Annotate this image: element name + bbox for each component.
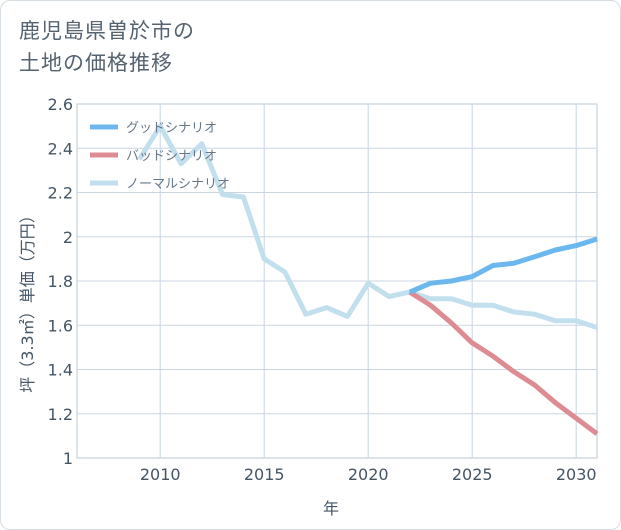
series-line bbox=[137, 123, 598, 330]
y-tick-label: 2.6 bbox=[48, 95, 73, 114]
y-tick-label: 2.4 bbox=[48, 139, 73, 158]
title-line-1: 鹿児島県曽於市の bbox=[19, 19, 195, 43]
y-tick-label: 1.8 bbox=[48, 272, 73, 291]
series-line bbox=[408, 289, 599, 436]
y-tick-label: 1 bbox=[63, 449, 73, 468]
y-tick-label: 1.2 bbox=[48, 405, 73, 424]
x-tick-label: 2020 bbox=[348, 465, 389, 484]
x-tick-label: 2010 bbox=[140, 465, 181, 484]
legend-label: グッドシナリオ bbox=[126, 121, 217, 136]
y-axis-label: 坪（3.3㎡）単価（万円） bbox=[18, 207, 37, 392]
legend-label: ノーマルシナリオ bbox=[126, 177, 230, 192]
x-axis-label: 年 bbox=[323, 499, 339, 518]
y-tick-label: 1.6 bbox=[48, 316, 73, 335]
title-line-2: 土地の価格推移 bbox=[19, 51, 173, 75]
x-tick-label: 2015 bbox=[244, 465, 285, 484]
series-line bbox=[408, 236, 598, 295]
y-tick-label: 2 bbox=[63, 228, 73, 247]
y-tick-label: 1.4 bbox=[48, 361, 73, 380]
x-tick-label: 2030 bbox=[556, 465, 597, 484]
legend-label: バッドシナリオ bbox=[126, 149, 217, 164]
y-tick-label: 2.2 bbox=[48, 184, 73, 203]
y-axis-ticks: 1 1.2 1.4 1.6 1.8 2 2.2 2.4 2.6 bbox=[48, 95, 73, 468]
series-lines bbox=[137, 123, 599, 436]
x-tick-label: 2025 bbox=[452, 465, 493, 484]
chart-title: 鹿児島県曽於市の 土地の価格推移 bbox=[19, 15, 195, 79]
x-axis-ticks: 2010 2015 2020 2025 2030 bbox=[140, 465, 597, 484]
